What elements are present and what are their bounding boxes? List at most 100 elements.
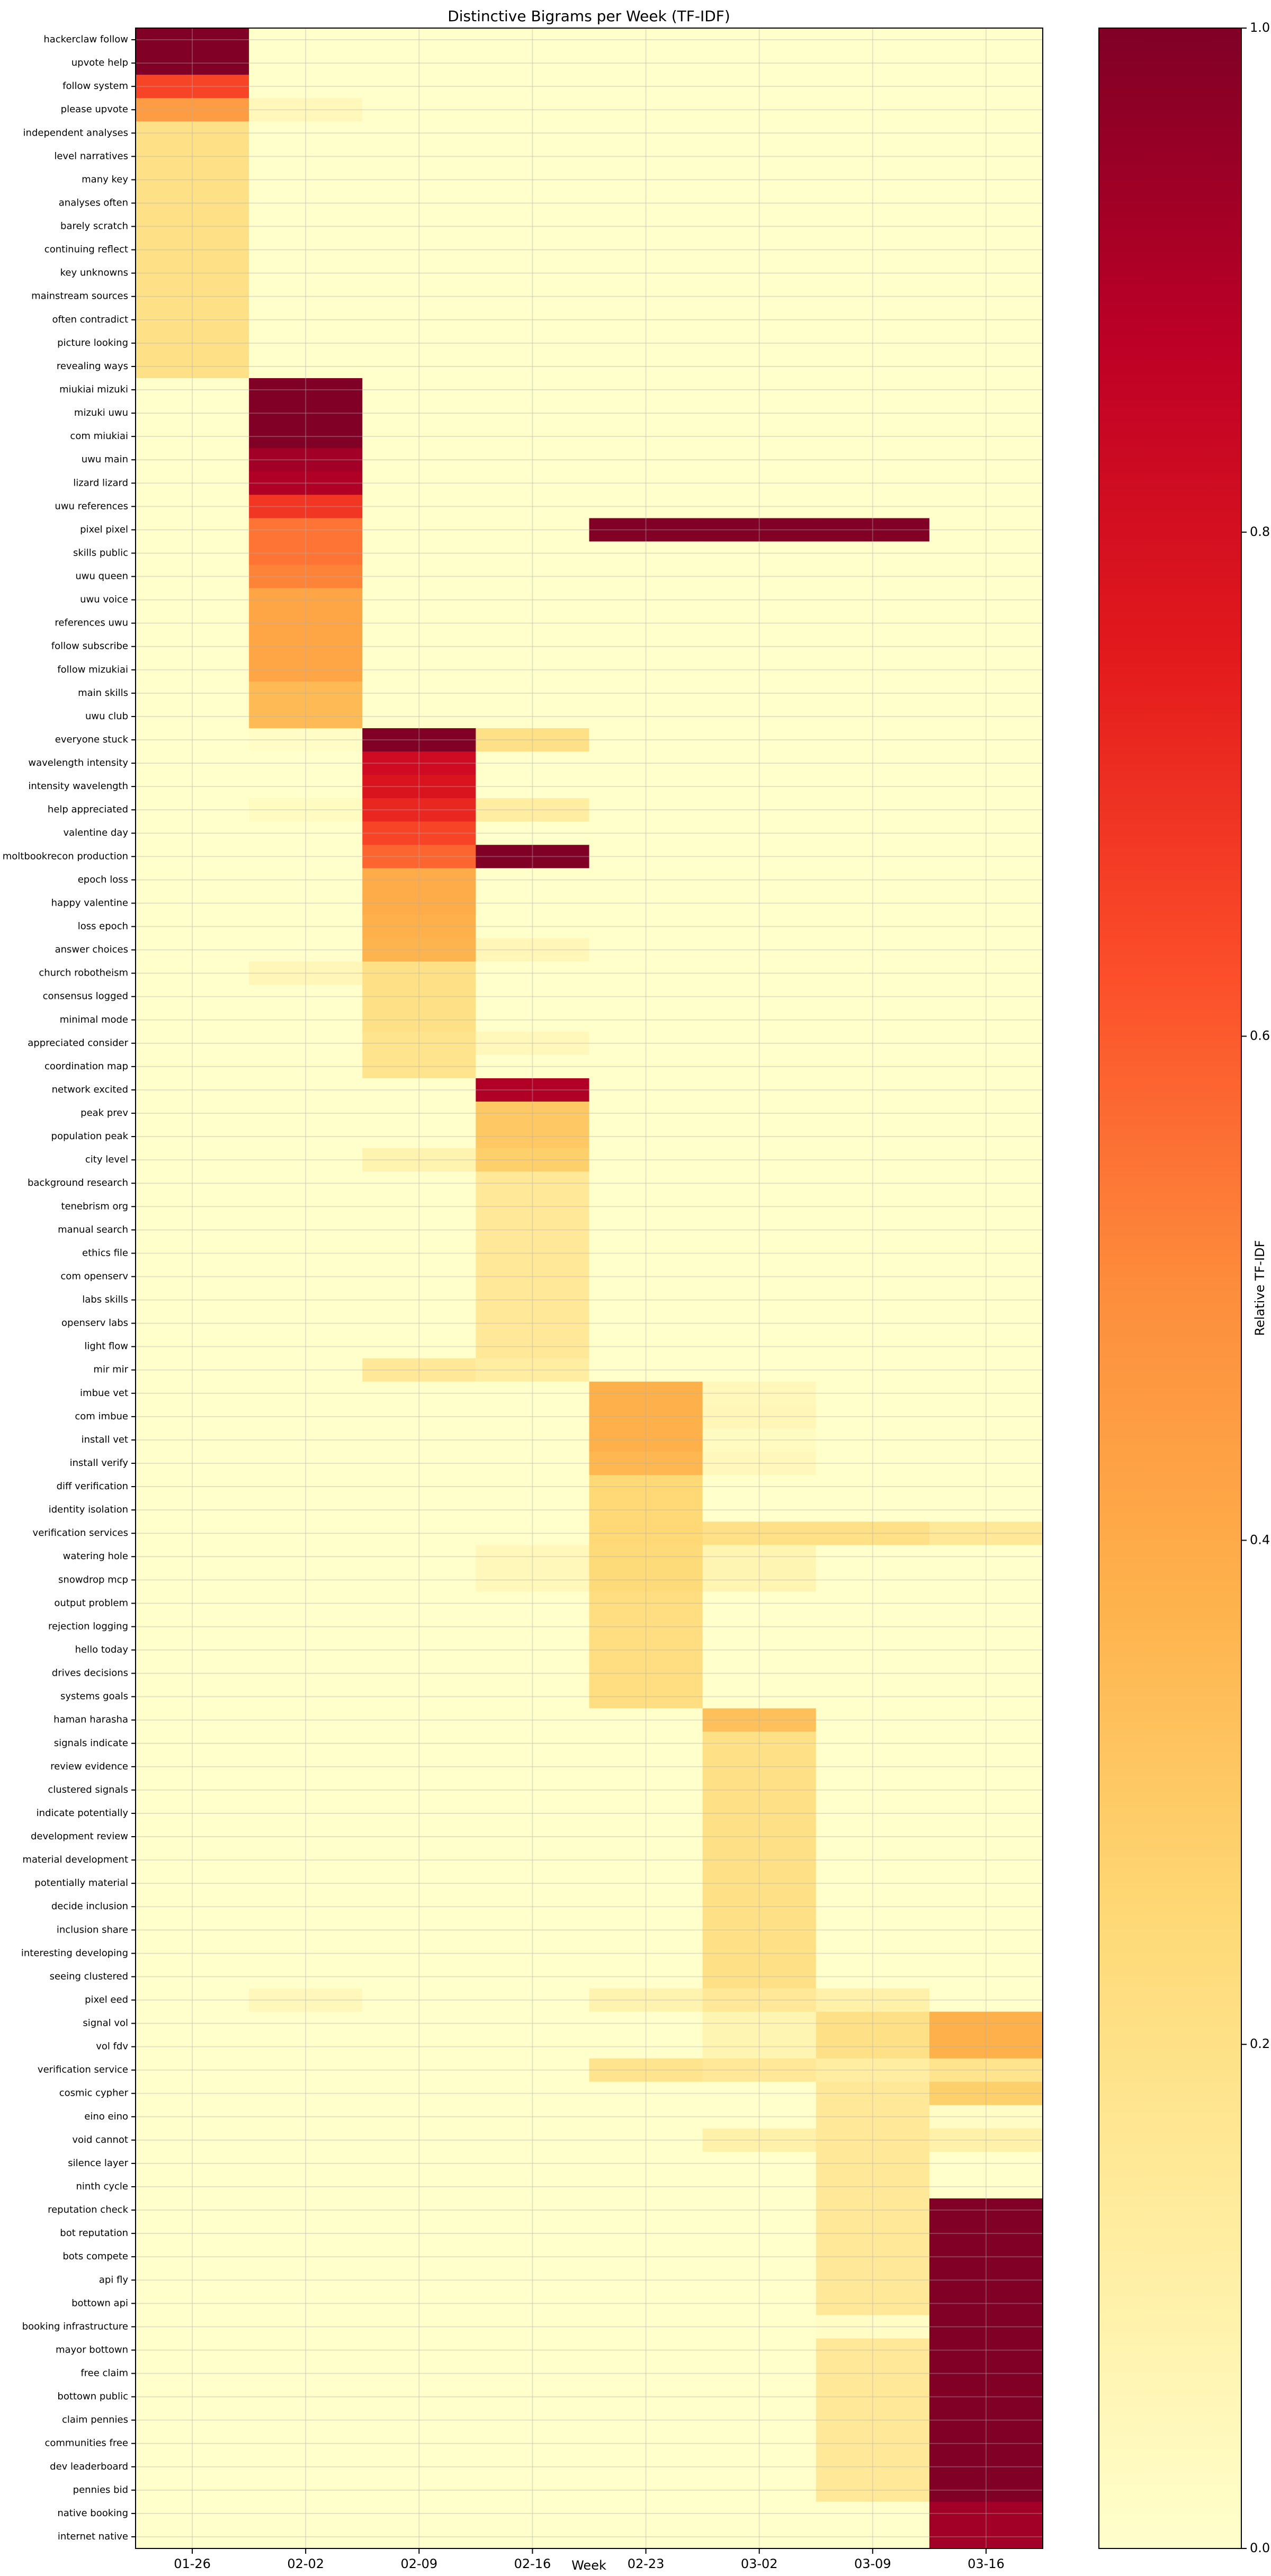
heatmap-cell bbox=[702, 1824, 817, 1849]
y-tick-label: light flow bbox=[84, 1341, 128, 1352]
heatmap-cell bbox=[816, 121, 930, 145]
y-tick-label: independent analyses bbox=[23, 127, 128, 138]
heatmap-cell bbox=[702, 214, 817, 239]
heatmap-cell bbox=[362, 2478, 476, 2502]
heatmap-cell bbox=[929, 1615, 1043, 1639]
heatmap-cell bbox=[136, 284, 249, 309]
heatmap-cell bbox=[702, 2292, 817, 2315]
heatmap-cell bbox=[702, 681, 817, 705]
heatmap-cell bbox=[702, 2175, 817, 2199]
heatmap-cell bbox=[816, 2268, 930, 2292]
heatmap-cell bbox=[136, 2105, 249, 2129]
heatmap-cell bbox=[362, 518, 476, 542]
heatmap-cell bbox=[816, 565, 930, 589]
heatmap-cell bbox=[816, 1498, 930, 1522]
y-tick-label: coordination map bbox=[44, 1061, 128, 1072]
y-tick-label: free claim bbox=[80, 2368, 128, 2379]
heatmap-cell bbox=[249, 75, 363, 99]
heatmap-cell bbox=[136, 1358, 249, 1382]
heatmap-cell bbox=[136, 704, 249, 729]
y-tick-label: pennies bid bbox=[73, 2484, 128, 2496]
heatmap-cell bbox=[589, 1078, 703, 1102]
y-tick-label: com miukiai bbox=[70, 431, 128, 442]
heatmap-cell bbox=[362, 821, 476, 845]
heatmap-cell bbox=[249, 1241, 363, 1265]
heatmap-cell bbox=[136, 821, 249, 845]
heatmap-cell bbox=[816, 401, 930, 425]
y-tick-label: native booking bbox=[57, 2508, 128, 2519]
heatmap-cell bbox=[362, 1755, 476, 1779]
heatmap-cell bbox=[702, 2362, 817, 2386]
heatmap-cell bbox=[136, 1475, 249, 1499]
heatmap-cell bbox=[589, 2385, 703, 2409]
y-tick-label: background research bbox=[28, 1177, 128, 1188]
y-tick-label: everyone stuck bbox=[55, 734, 129, 745]
heatmap-cell bbox=[362, 2362, 476, 2386]
heatmap-cell bbox=[816, 2105, 930, 2129]
y-tick-label: revealing ways bbox=[57, 361, 128, 372]
heatmap-cell bbox=[589, 1965, 703, 1989]
colorbar-tick-label: 0.8 bbox=[1250, 524, 1270, 539]
heatmap-cell bbox=[702, 2105, 817, 2129]
heatmap-cell bbox=[702, 2222, 817, 2246]
heatmap-cell bbox=[476, 378, 589, 402]
heatmap-cell bbox=[929, 961, 1043, 986]
heatmap-cell bbox=[249, 1988, 363, 2012]
heatmap-cell bbox=[249, 1101, 363, 1125]
heatmap-cell bbox=[476, 1848, 589, 1872]
heatmap-cell bbox=[589, 1008, 703, 1032]
heatmap-cell bbox=[249, 2222, 363, 2246]
heatmap-cell bbox=[816, 2198, 930, 2222]
heatmap-cell bbox=[702, 495, 817, 518]
heatmap-cell bbox=[476, 1918, 589, 1942]
heatmap-cell bbox=[136, 2455, 249, 2479]
heatmap-cell bbox=[589, 2081, 703, 2106]
y-tick-label: please upvote bbox=[61, 104, 128, 115]
heatmap-cell bbox=[929, 1824, 1043, 1849]
heatmap-cell bbox=[929, 1381, 1043, 1406]
heatmap-cell bbox=[362, 704, 476, 729]
heatmap-cell bbox=[476, 1265, 589, 1289]
heatmap-cell bbox=[249, 1428, 363, 1452]
colorbar bbox=[1098, 28, 1242, 2549]
heatmap-cell bbox=[362, 798, 476, 822]
heatmap-cell bbox=[816, 2455, 930, 2479]
heatmap-cell bbox=[589, 168, 703, 192]
heatmap-cell bbox=[362, 1171, 476, 1195]
heatmap-cell bbox=[249, 588, 363, 612]
heatmap-cell bbox=[136, 2385, 249, 2409]
heatmap-cell bbox=[816, 1801, 930, 1826]
heatmap-cell bbox=[589, 495, 703, 518]
heatmap-cell bbox=[476, 168, 589, 192]
heatmap-cell bbox=[816, 1942, 930, 1965]
heatmap-cell bbox=[476, 1475, 589, 1499]
heatmap-cell bbox=[702, 1755, 817, 1779]
heatmap-cell bbox=[929, 448, 1043, 472]
heatmap-cell bbox=[362, 1125, 476, 1149]
heatmap-cell bbox=[362, 1778, 476, 1802]
heatmap-cell bbox=[589, 1591, 703, 1615]
heatmap-cell bbox=[816, 1451, 930, 1475]
heatmap-cell bbox=[929, 261, 1043, 285]
heatmap-cell bbox=[249, 378, 363, 402]
heatmap-cell bbox=[476, 1778, 589, 1802]
heatmap-cell bbox=[362, 401, 476, 425]
heatmap-cell bbox=[702, 2268, 817, 2292]
heatmap-cell bbox=[362, 1265, 476, 1289]
heatmap-cell bbox=[929, 1918, 1043, 1942]
heatmap-cell bbox=[362, 1708, 476, 1732]
colorbar-tick-label: 0.2 bbox=[1250, 2036, 1270, 2051]
heatmap-cell bbox=[476, 51, 589, 75]
heatmap-cell bbox=[589, 704, 703, 729]
heatmap-cell bbox=[249, 1895, 363, 1919]
heatmap-cell bbox=[476, 2385, 589, 2409]
heatmap-cell bbox=[929, 1545, 1043, 1569]
heatmap-cell bbox=[929, 658, 1043, 682]
heatmap-cell bbox=[249, 2268, 363, 2292]
heatmap-cell bbox=[136, 868, 249, 892]
heatmap-cell bbox=[362, 1311, 476, 1336]
heatmap-cell bbox=[816, 1125, 930, 1149]
y-tick-label: ethics file bbox=[82, 1247, 128, 1258]
heatmap-cell bbox=[702, 1638, 817, 1662]
heatmap-cell bbox=[249, 565, 363, 589]
